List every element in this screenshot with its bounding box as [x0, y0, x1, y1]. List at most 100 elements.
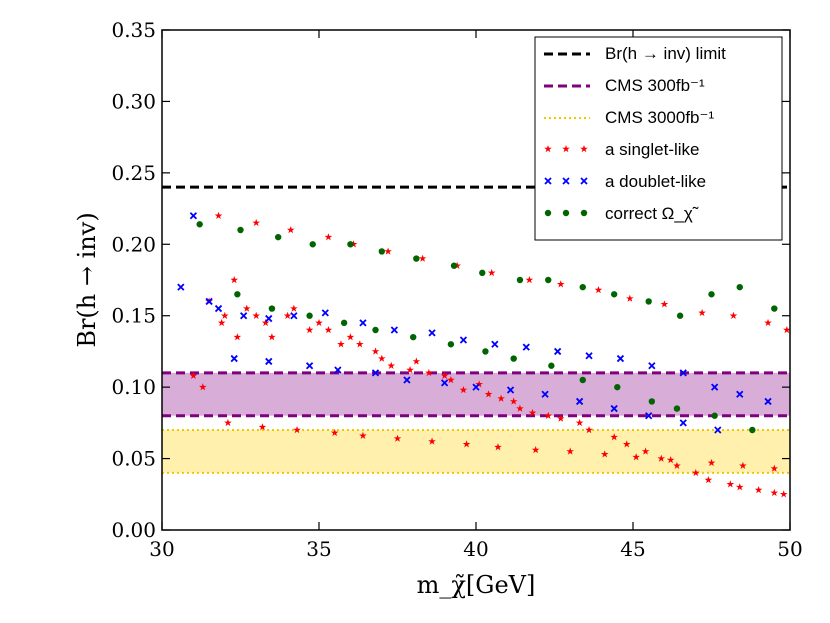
legend-swatch-5-2 [580, 209, 588, 217]
y-tick-label-2: 0.10 [111, 375, 156, 399]
data-point-series-2-7 [450, 262, 458, 269]
data-point-series-2-15 [708, 291, 715, 298]
data-point-series-2-23 [410, 333, 417, 341]
legend-swatch-4-0 [544, 177, 552, 185]
data-point-series-2-2 [274, 233, 282, 241]
data-point-series-2-29 [614, 383, 621, 391]
legend-label-3: a singlet-like [605, 140, 700, 159]
data-point-series-2-21 [340, 319, 348, 327]
legend-swatch-5-1 [562, 209, 570, 217]
x-tick-label-2: 40 [463, 537, 488, 561]
data-point-series-2-26 [510, 355, 517, 362]
data-point-series-2-20 [306, 312, 313, 319]
x-axis-title: m_χ̃[GeV] [417, 571, 536, 599]
legend-label-2: CMS 3000fb⁻¹ [605, 108, 714, 127]
data-point-series-1-5 [265, 314, 273, 323]
data-point-series-1-17 [648, 362, 656, 370]
data-point-series-2-32 [711, 412, 718, 419]
data-point-series-1-34 [645, 412, 653, 420]
x-tick-label-4: 50 [777, 537, 802, 561]
data-point-series-2-18 [234, 291, 241, 298]
data-point-series-2-27 [548, 362, 555, 369]
legend: Br(h → inv) limit CMS 300fb⁻¹ CMS 3000fb⁻¹… [534, 36, 783, 241]
x-tick-label-3: 45 [620, 537, 645, 561]
data-point-series-1-30 [506, 386, 515, 394]
data-point-series-1-33 [610, 404, 618, 413]
data-point-series-2-10 [545, 276, 552, 284]
data-point-series-2-19 [268, 305, 276, 312]
data-point-series-1-36 [714, 426, 722, 434]
data-point-series-2-5 [378, 248, 385, 255]
data-point-series-1-7 [321, 309, 329, 317]
x-tick-label-1: 35 [306, 537, 331, 561]
data-point-series-1-9 [390, 326, 398, 334]
data-point-series-1-22 [230, 354, 238, 363]
y-tick-label-7: 0.35 [111, 18, 156, 42]
data-point-series-1-10 [428, 329, 436, 337]
data-point-series-2-30 [648, 398, 656, 405]
y-tick-label-4: 0.20 [111, 232, 156, 256]
legend-swatch-4-2 [580, 177, 588, 185]
data-point-series-2-28 [579, 376, 586, 384]
y-tick-label-1: 0.05 [111, 447, 156, 471]
data-point-series-2-14 [676, 312, 684, 319]
y-axis-title: Br(h → inv) [73, 212, 101, 347]
data-point-series-1-0 [177, 283, 185, 291]
data-point-series-1-20 [736, 390, 744, 398]
band-fill-0 [162, 372, 790, 416]
data-point-series-2-22 [372, 326, 379, 334]
data-point-series-1-8 [359, 319, 367, 327]
data-point-series-1-14 [554, 347, 562, 356]
legend-label-1: CMS 300fb⁻¹ [605, 76, 705, 95]
data-point-series-1-13 [522, 343, 530, 351]
bands-layer [162, 371, 790, 474]
points-layer [177, 211, 790, 498]
data-point-series-2-31 [673, 405, 681, 412]
data-point-series-1-35 [679, 419, 687, 427]
data-point-series-2-4 [347, 241, 354, 248]
y-tick-label-3: 0.15 [111, 304, 156, 328]
data-point-series-2-12 [610, 291, 618, 298]
data-point-series-2-16 [736, 283, 743, 291]
data-point-series-1-21 [764, 397, 772, 406]
data-point-series-2-3 [309, 241, 316, 248]
data-point-series-1-2 [205, 297, 213, 306]
data-point-series-1-19 [711, 383, 719, 391]
data-point-series-1-32 [575, 397, 584, 406]
legend-swatch-4-1 [562, 177, 570, 185]
legend-label-4: a doublet-like [605, 172, 706, 191]
data-point-series-1-29 [472, 383, 480, 391]
data-point-series-2-6 [413, 255, 420, 262]
data-point-series-2-17 [771, 305, 778, 312]
data-point-series-1-28 [440, 379, 449, 387]
data-point-series-1-31 [541, 390, 549, 398]
y-tick-label-5: 0.25 [111, 161, 156, 185]
data-point-series-1-12 [491, 340, 499, 348]
data-point-series-1-15 [585, 352, 593, 360]
data-point-series-1-23 [265, 357, 273, 366]
data-point-series-1-11 [459, 336, 468, 344]
data-point-series-2-13 [645, 298, 652, 305]
legend-box [534, 36, 783, 241]
data-point-series-1-26 [371, 369, 380, 377]
y-tick-label-0: 0.00 [111, 518, 156, 542]
y-tick-label-6: 0.30 [111, 89, 156, 113]
legend-label-5: correct Ω_χ̃ [605, 204, 699, 223]
data-point-series-2-11 [579, 283, 586, 291]
data-point-series-2-0 [196, 221, 203, 228]
data-point-series-1-1 [189, 212, 198, 220]
x-tick-label-0: 30 [149, 537, 174, 561]
y-axis: 0.00 0.05 0.10 0.15 0.20 0.25 0.30 0.35 [111, 18, 790, 542]
data-point-series-2-25 [482, 348, 489, 355]
legend-swatch-5-0 [544, 209, 552, 217]
data-point-series-2-9 [516, 276, 524, 284]
data-point-series-1-18 [679, 369, 687, 377]
data-point-series-2-24 [447, 341, 455, 348]
x-axis: 30 35 40 45 50 [149, 30, 803, 561]
data-point-series-2-1 [237, 226, 244, 234]
data-point-series-1-6 [290, 312, 298, 320]
data-point-series-2-33 [749, 426, 756, 434]
data-point-series-1-16 [616, 354, 625, 363]
data-point-series-1-27 [403, 376, 411, 384]
